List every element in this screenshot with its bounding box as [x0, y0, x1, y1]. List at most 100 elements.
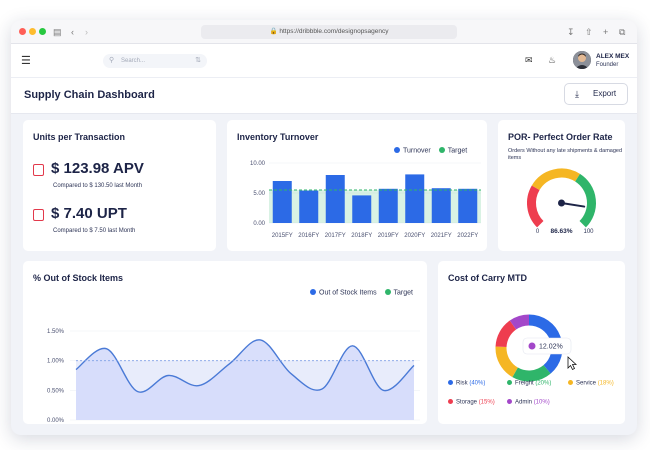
avatar[interactable]: [573, 51, 591, 69]
turnover-bar: [405, 174, 425, 223]
download-icon: ⤓: [575, 89, 579, 99]
user-role: Founder: [596, 62, 619, 68]
share-icon[interactable]: ⇧: [585, 27, 593, 37]
legend-swatch: [507, 399, 512, 404]
filter-icon[interactable]: ⇅: [195, 57, 201, 64]
browser-toolbar: ▤ ‹ › ◯ 🔒 https://dribbble.com/designops…: [11, 20, 637, 44]
new-tab-icon[interactable]: +: [603, 27, 609, 37]
stock-area: [76, 339, 414, 420]
perfect-order-rate-gauge: 0 86.63% 100: [527, 168, 596, 235]
donut-slice: [495, 320, 517, 348]
card-subtitle: Orders Without any late shipments & dama…: [508, 148, 623, 161]
x-tick-label: 2018FY: [351, 233, 372, 239]
legend-swatch: [448, 399, 453, 404]
target-legend-swatch: [384, 289, 391, 295]
y-tick-label: 0.00%: [47, 418, 65, 424]
donut-slice: [509, 314, 530, 330]
series-legend-label: Out of Stock Items: [319, 289, 377, 297]
user-name: ALEX MEX: [596, 53, 630, 60]
gauge-needle: [560, 202, 586, 208]
card-title: Inventory Turnover: [237, 132, 319, 142]
target-legend-label: Target: [393, 289, 413, 297]
legend-swatch: [448, 380, 453, 385]
cost-of-carry-donut: 12.02%: [495, 314, 578, 382]
url-text: https://dribbble.com/designopsagency: [279, 28, 389, 35]
gauge-min-label: 0: [536, 229, 540, 235]
y-tick-label: 1.50%: [47, 329, 65, 335]
y-tick-label: 1.00%: [47, 359, 65, 365]
x-tick-label: 2015FY: [272, 233, 293, 239]
inventory-turnover-chart: 0.00 5.00 10.00 2015FY 2016FY 2017FY 2018FY 201…: [250, 161, 481, 239]
legend-label: Storage: [456, 399, 479, 406]
out-of-stock-card: % Out of Stock Items Out of Stock Items …: [23, 261, 427, 424]
legend-percent: (20%): [535, 380, 552, 387]
card-title: POR- Perfect Order Rate: [508, 132, 613, 142]
forward-arrow-icon[interactable]: ›: [85, 27, 88, 37]
search-input[interactable]: ⚲ Search... ⇅: [103, 54, 207, 68]
turnover-bar: [352, 195, 372, 223]
download-icon[interactable]: ↧: [567, 27, 575, 37]
minimize-window-button[interactable]: [29, 28, 36, 35]
bell-icon[interactable]: ♨: [548, 55, 557, 65]
legend-swatch: [568, 380, 573, 385]
turnover-bar: [272, 181, 292, 223]
chart-legend: Out of Stock Items Target: [310, 289, 413, 297]
tooltip-swatch: [528, 342, 536, 350]
tooltip-value: 12.02%: [539, 344, 563, 351]
export-label: Export: [593, 89, 617, 98]
legend-item-risk: Risk (40%): [448, 380, 485, 387]
lock-icon: 🔒: [269, 28, 278, 35]
mail-icon[interactable]: ✉: [525, 55, 533, 65]
avatar-image: [573, 51, 591, 69]
turnover-bar: [299, 190, 319, 223]
perfect-order-rate-card: POR- Perfect Order Rate Orders Without a…: [498, 120, 625, 251]
legend-percent: (15%): [478, 399, 495, 406]
search-icon: ⚲: [109, 57, 115, 64]
gauge-green-segment: [574, 173, 596, 228]
card-title: % Out of Stock Items: [33, 273, 124, 283]
metric-comparison: Compared to $ 7.50 last Month: [53, 228, 136, 234]
y-tick-label: 5.00: [253, 191, 265, 197]
x-tick-label: 2020FY: [404, 233, 425, 239]
legend-label: Admin: [515, 399, 534, 406]
units-per-transaction-card: Units per Transaction $ 123.98 APV Compa…: [23, 120, 216, 251]
metric-comparison: Compared to $ 130.50 last Month: [53, 183, 143, 189]
gauge-value-label: 86.63%: [550, 228, 572, 235]
turnover-legend-label: Turnover: [403, 147, 431, 155]
tabs-overview-icon[interactable]: ⧉: [619, 27, 626, 37]
turnover-bar: [458, 188, 478, 223]
app-header: ☰ ⚲ Search... ⇅ ✉ ♨ ALEX MEX Founder: [11, 44, 637, 78]
x-tick-label: 2017FY: [325, 233, 346, 239]
sidebar-toggle-icon[interactable]: ▤: [53, 27, 62, 37]
legend-percent: (18%): [597, 380, 614, 387]
y-tick-label: 10.00: [250, 161, 266, 167]
close-window-button[interactable]: [19, 28, 26, 35]
series-legend-swatch: [310, 289, 316, 295]
legend-item-storage: Storage (15%): [448, 399, 495, 406]
x-tick-label: 2019FY: [378, 233, 399, 239]
donut-slice: [512, 364, 551, 382]
gauge-red-segment: [527, 185, 544, 228]
metric-value: $ 7.40 UPT: [51, 205, 127, 222]
back-arrow-icon[interactable]: ‹: [71, 27, 74, 37]
gauge-yellow-segment: [531, 168, 580, 191]
legend-item-freight: Freight (20%): [507, 380, 551, 387]
legend-swatch: [507, 380, 512, 385]
address-bar[interactable]: 🔒 https://dribbble.com/designopsagency: [201, 25, 457, 39]
menu-icon[interactable]: ☰: [21, 55, 31, 67]
search-placeholder: Search...: [121, 58, 146, 64]
x-tick-label: 2016FY: [298, 233, 319, 239]
legend-percent: (10%): [533, 399, 550, 406]
export-button[interactable]: ⤓ Export: [564, 83, 628, 105]
legend-item-service: Service (18%): [568, 380, 614, 387]
x-tick-label: 2022FY: [457, 233, 478, 239]
maximize-window-button[interactable]: [39, 28, 46, 35]
x-tick-label: 2021FY: [431, 233, 452, 239]
cursor-icon: [567, 356, 578, 371]
legend-label: Freight: [515, 380, 536, 387]
cost-of-carry-card: Cost of Carry MTD 12.02% Risk (40%) Freig…: [438, 261, 625, 424]
page-title: Supply Chain Dashboard: [24, 89, 155, 101]
donut-tooltip: [522, 337, 572, 355]
turnover-legend-swatch: [394, 147, 400, 153]
legend-percent: (40%): [469, 380, 486, 387]
